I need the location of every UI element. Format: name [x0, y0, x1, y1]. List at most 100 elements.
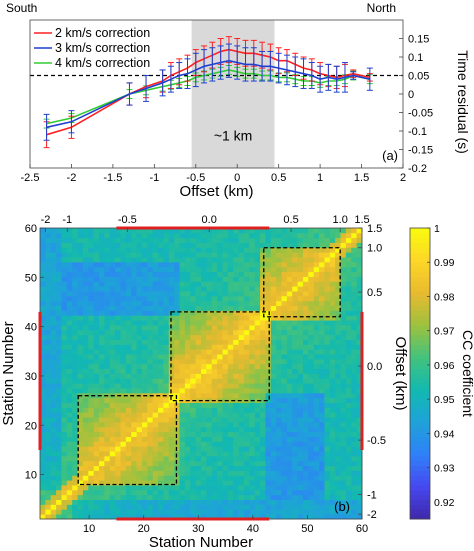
heatmap-cell: [184, 436, 191, 442]
heatmap-cell: [131, 237, 137, 243]
heatmap-cell: [66, 388, 73, 394]
heatmap-cell: [45, 446, 52, 452]
heatmap-cell: [195, 460, 202, 467]
heatmap-cell: [302, 242, 309, 248]
heatmap-cell: [82, 373, 89, 379]
heatmap-cell: [56, 252, 62, 258]
heatmap-cell: [233, 344, 239, 350]
heatmap-cell: [125, 228, 132, 234]
heatmap-cell: [324, 291, 331, 297]
heatmap-cell: [125, 455, 132, 462]
heatmap-cell: [313, 247, 320, 253]
heatmap-cell: [109, 310, 116, 316]
heatmap-cell: [174, 295, 180, 302]
heatmap-cell: [88, 310, 95, 316]
heatmap-cell: [93, 363, 100, 370]
heatmap-cell: [136, 237, 143, 243]
heatmap-cell: [265, 295, 272, 302]
heatmap-cell: [104, 475, 111, 481]
heatmap-cell: [109, 295, 116, 302]
heatmap-cell: [163, 383, 170, 389]
heatmap-cell: [184, 320, 191, 326]
heatmap-cell: [201, 232, 207, 239]
heatmap-cell: [174, 489, 180, 496]
heatmap-cell: [77, 514, 84, 520]
heatmap-cell: [152, 315, 159, 321]
heatmap-cell: [260, 281, 266, 287]
heatmap-cell: [141, 378, 148, 384]
heatmap-cell: [302, 378, 309, 384]
heatmap-cell: [190, 363, 197, 370]
heatmap-cell: [335, 228, 341, 234]
heatmap-cell: [88, 295, 95, 302]
heatmap-cell: [270, 363, 277, 370]
heatmap-cell: [254, 305, 261, 311]
heatmap-cell: [82, 436, 89, 442]
heatmap-cell: [147, 305, 154, 311]
heatmap-cell: [351, 475, 358, 481]
heatmap-cell: [104, 441, 111, 447]
heatmap-cell: [227, 436, 234, 442]
heatmap-cell: [324, 252, 331, 258]
heatmap-cell: [324, 451, 331, 457]
heatmap-cell: [184, 412, 191, 418]
heatmap-cell: [233, 266, 239, 273]
heatmap-cell: [345, 402, 352, 408]
heatmap-cell: [292, 354, 298, 360]
heatmap-cell: [345, 412, 352, 418]
heatmap-cell: [104, 295, 111, 302]
heatmap-cell: [286, 514, 293, 520]
heatmap-cell: [184, 383, 191, 389]
heatmap-cell: [174, 320, 180, 326]
heatmap-cell: [66, 470, 73, 476]
heatmap-cell: [222, 407, 229, 413]
heatmap-cell: [335, 431, 341, 437]
heatmap-cell: [131, 271, 137, 277]
heatmap-cell: [217, 232, 223, 239]
heatmap-cell: [184, 291, 191, 297]
heatmap-cell: [174, 310, 180, 316]
heatmap-cell: [93, 358, 100, 365]
heatmap-cell: [276, 237, 282, 243]
heatmap-cell: [211, 315, 218, 321]
heatmap-cell: [147, 334, 154, 340]
heatmap-cell: [265, 305, 272, 311]
heatmap-cell: [131, 315, 137, 321]
heatmap-cell: [254, 237, 261, 243]
heatmap-cell: [340, 485, 347, 491]
heatmap-cell: [152, 257, 159, 263]
heatmap-cell: [222, 295, 229, 302]
heatmap-cell: [72, 252, 78, 258]
heatmap-cell: [302, 339, 309, 345]
heatmap-cell: [227, 281, 234, 287]
heatmap-cell: [141, 417, 148, 423]
heatmap-cell: [345, 451, 352, 457]
heatmap-cell: [356, 295, 363, 302]
heatmap-cell: [340, 261, 347, 268]
heatmap-cell: [302, 407, 309, 413]
heatmap-cell: [125, 358, 132, 365]
heatmap-cell: [227, 286, 234, 292]
heatmap-cell: [238, 378, 245, 384]
heatmap-cell: [265, 310, 272, 316]
heatmap-cell: [179, 426, 186, 433]
heatmap-cell: [125, 339, 132, 345]
heatmap-cell: [276, 344, 282, 350]
colorbar-segment: [410, 325, 430, 331]
heatmap-cell: [40, 354, 46, 360]
heatmap-cell: [131, 431, 137, 437]
heatmap-cell: [340, 354, 347, 360]
heatmap-cell: [356, 252, 363, 258]
heatmap-cell: [82, 354, 89, 360]
heatmap-cell: [292, 271, 298, 277]
heatmap-cell: [77, 397, 84, 403]
heatmap-cell: [217, 455, 223, 462]
heatmap-cell: [168, 257, 175, 263]
heatmap-cell: [131, 247, 137, 253]
heatmap-cell: [222, 310, 229, 316]
heatmap-cell: [281, 300, 288, 306]
heatmap-cell: [356, 271, 363, 277]
heatmap-cell: [61, 291, 68, 297]
heatmap-cell: [345, 315, 352, 321]
heatmap-cell: [260, 407, 266, 413]
